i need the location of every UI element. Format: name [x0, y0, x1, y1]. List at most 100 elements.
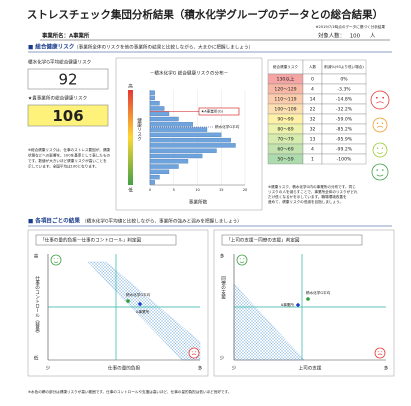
bar	[149, 106, 165, 111]
target-count: 100	[350, 34, 361, 40]
bar	[149, 101, 160, 106]
note-line: です。数値が大きいほど健康リスクが高いことを	[28, 158, 107, 163]
face-mouth	[376, 101, 384, 104]
cell-text: 130以上	[277, 76, 295, 83]
cell-text: -99.2%	[336, 147, 353, 153]
x-few: 少	[232, 366, 237, 372]
office-value: 106	[52, 107, 83, 125]
bar	[149, 174, 160, 180]
cell-text: 32	[310, 127, 316, 133]
cell-text: 1	[311, 157, 314, 163]
face-icon	[374, 347, 386, 359]
face-icon	[188, 347, 200, 359]
face-eye	[377, 351, 379, 353]
cell-text: -100%	[337, 157, 352, 163]
x-tick-label: 10	[195, 188, 200, 192]
bar	[149, 116, 179, 122]
cell-text: 100〜109	[274, 107, 296, 113]
cell-text: 120〜129	[274, 87, 296, 93]
note-line: 進めて、健康リスクの低減を目指しましょう。	[268, 199, 343, 204]
face-eye	[381, 122, 384, 124]
bar	[149, 164, 179, 169]
face-icon	[236, 254, 248, 266]
group-label: 積水化学G平均	[306, 290, 331, 295]
face-mouth	[239, 261, 245, 263]
face-eye	[376, 147, 379, 149]
office-label: ★貴事業所の総合健康リスク	[28, 95, 87, 102]
cell-text: 0	[311, 77, 314, 83]
face-mouth	[376, 174, 384, 177]
cell-text: 80〜89	[277, 127, 293, 133]
office-label: A事業所	[136, 309, 150, 314]
y-axis-label: 同僚の支援	[221, 276, 226, 300]
axis-high: 高	[128, 83, 133, 90]
chart-title-box	[221, 234, 363, 246]
x-many: 多	[198, 365, 203, 372]
section-heading: ■ 各項目ごとの結果	[28, 217, 80, 225]
cell-text: 4	[311, 147, 314, 153]
note-line: リスクの人を減らすことで、事業所全体のリスクがどれ	[268, 189, 358, 194]
face-eye	[382, 169, 384, 171]
face-mouth	[376, 152, 384, 154]
cell-text: 13	[310, 137, 316, 143]
office-label: A事業所	[281, 302, 295, 307]
bar	[149, 127, 208, 132]
bar	[149, 122, 193, 127]
group-point	[306, 297, 310, 301]
chart-title: 「仕事の量的負担－仕事のコントロール」判定図	[40, 237, 141, 244]
cell-text: -32.2%	[336, 107, 353, 113]
bar	[149, 169, 170, 174]
cell-text: 70〜79	[277, 137, 293, 143]
face-eye	[53, 258, 55, 260]
cell-text: -59.0%	[336, 117, 353, 123]
bar	[149, 111, 170, 116]
target-unit: 人	[370, 33, 376, 40]
face-eye	[191, 351, 193, 353]
bar	[149, 148, 217, 153]
section-note: （積水化学G平均値と比較しながら、事業所の強みと弱みを把握しましょう）	[82, 218, 242, 225]
face-eye	[57, 258, 59, 260]
face-icon	[372, 117, 388, 133]
office-name: 事業所名：A事業所	[42, 32, 90, 40]
cell-text: 0%	[340, 77, 348, 83]
x-many: 多	[384, 365, 389, 372]
face-icon	[370, 90, 390, 110]
distribution-title: －積水化学G 総合健康リスクの分布－	[150, 70, 229, 77]
section-heading: ■ 総合健康リスク	[28, 43, 75, 51]
note-line: だけ低くなるかを示しています。職場環境改善を	[268, 194, 347, 199]
section-note: （事業所全体のリスクを他の事業所の結果と比較しながら、大まかに把握しましょう）	[74, 44, 253, 51]
y-low: 少	[220, 356, 225, 362]
note: ※2019/7/1時点のデータに基づく分析結果	[316, 24, 386, 29]
axis-low: 低	[128, 187, 133, 194]
group-point	[126, 299, 130, 303]
cell	[321, 153, 367, 165]
header-text: 人数	[309, 64, 317, 69]
x-axis-label: 仕事の量的負担	[108, 365, 141, 372]
y-high: 高	[34, 253, 39, 260]
note-line: ※総合健康リスクは、仕事のストレス要因が、健康	[28, 147, 110, 152]
face-icon	[50, 254, 62, 266]
office-box	[27, 104, 109, 127]
cell-text: 90〜99	[277, 117, 293, 123]
header-text: 総合健康リスク	[273, 64, 299, 69]
note-line: 示しています。全国平均は100となります。	[28, 164, 99, 169]
y-axis-label: 健康リスク	[137, 117, 142, 141]
cell-text: 50〜59	[277, 157, 293, 163]
face-eye	[381, 147, 384, 149]
x-axis-label: 事業所数	[189, 199, 208, 206]
cell-text: 22	[310, 107, 316, 113]
target-label: 対象人数：	[318, 32, 345, 40]
chart-title-box	[35, 234, 177, 246]
group-box	[27, 68, 109, 90]
bar	[149, 153, 203, 159]
face-mouth	[191, 353, 197, 356]
y-axis-label: 仕事のコントロール（裁量）	[35, 275, 40, 336]
face-mouth	[53, 261, 59, 263]
header-text: 削減%(93より低い場合)	[324, 64, 364, 69]
x-tick-label: 15	[219, 188, 224, 192]
footer: ※水色の網の部分は健康リスクが高い範囲です。仕事のコントロールや支援は高いほど、…	[28, 389, 231, 394]
face-eye	[375, 96, 378, 99]
cell-text: 14	[310, 97, 316, 103]
x-tick-label: 0	[149, 188, 152, 192]
